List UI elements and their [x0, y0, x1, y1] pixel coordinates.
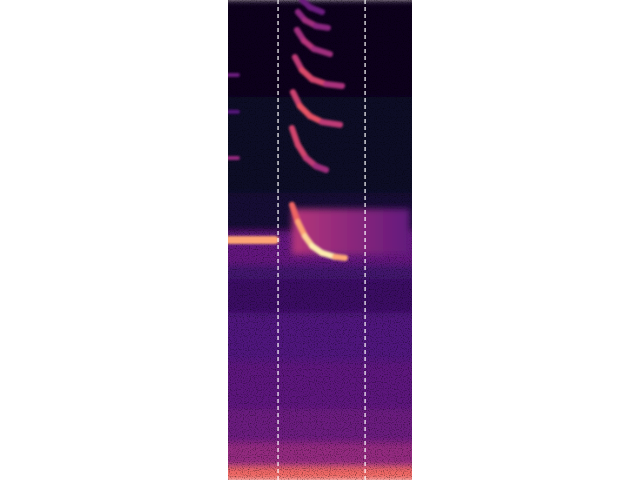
contour	[292, 205, 345, 258]
contour-segment	[228, 236, 275, 244]
contour-segment	[316, 26, 328, 28]
contour	[295, 57, 342, 86]
energy-band	[292, 209, 410, 255]
marker-line	[277, 0, 278, 480]
plot-area	[228, 0, 412, 480]
contour-segment	[228, 110, 238, 114]
contour	[228, 74, 238, 75]
contour	[228, 240, 275, 241]
contour	[228, 157, 238, 158]
spectrogram	[0, 0, 640, 480]
contour-segment	[228, 73, 238, 77]
contour-segment	[228, 156, 238, 160]
contour	[293, 92, 340, 125]
marker-line	[364, 0, 365, 480]
contour-segment	[322, 122, 340, 125]
contour	[292, 128, 326, 170]
contour-segment	[335, 257, 345, 258]
noise-floor	[228, 0, 412, 480]
contour	[297, 30, 330, 54]
contours	[228, 0, 345, 258]
contour-segment	[326, 84, 342, 86]
contour-segment	[314, 49, 330, 54]
contour	[228, 111, 238, 112]
contour	[302, 0, 322, 12]
noise-texture	[228, 0, 412, 480]
chart-root	[0, 0, 640, 480]
contour-segment	[316, 166, 326, 170]
contour-segment	[310, 7, 322, 12]
